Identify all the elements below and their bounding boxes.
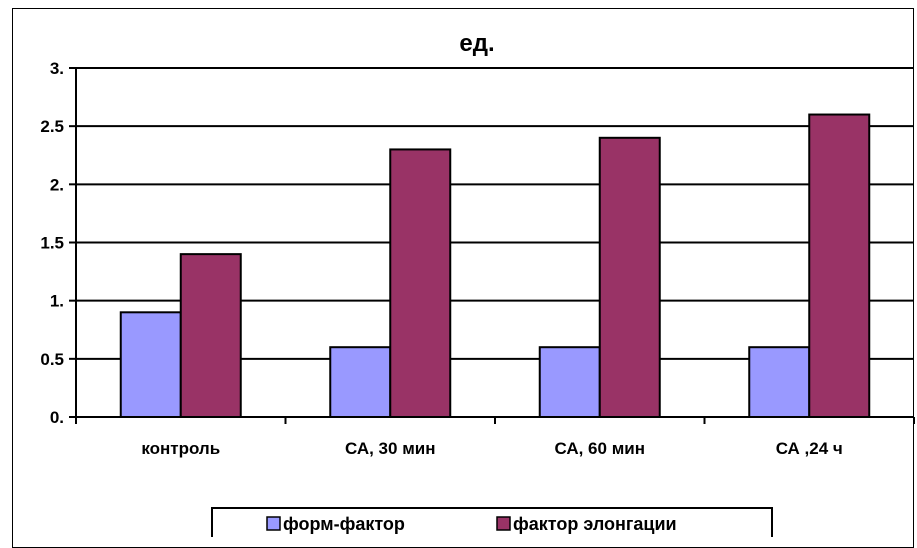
bar-form-factor (538, 346, 601, 419)
chart-frame (12, 8, 914, 548)
bar-elongation-factor (389, 148, 452, 419)
bar-form-factor (748, 346, 811, 419)
legend-swatch (266, 516, 281, 531)
bar-form-factor (119, 311, 182, 418)
axes (75, 68, 914, 418)
bar-elongation-factor (179, 253, 242, 418)
legend-label: форм-фактор (283, 514, 405, 534)
legend-box (211, 507, 773, 537)
y-tick-label: 1.5 (40, 234, 64, 253)
legend: форм-фактор фактор элонгации (211, 507, 773, 537)
y-tick-label: 2.5 (40, 117, 64, 136)
y-tick-label: 1. (50, 292, 64, 311)
y-axis-ticks: 0. 0.5 1. 1.5 2. 2.5 3. (40, 59, 76, 427)
bar-chart: ед. 0. 0.5 1. 1.5 2. 2.5 3. контроль СА, 30 мин… (40, 30, 915, 537)
y-tick-label: 3. (50, 59, 64, 78)
y-tick-label: 0. (50, 408, 64, 427)
chart-title: ед. (459, 30, 494, 57)
bars (119, 113, 871, 419)
x-category-label: СА, 30 мин (345, 439, 436, 458)
x-category-label: СА ,24 ч (776, 439, 843, 458)
legend-swatch (496, 516, 511, 531)
bar-elongation-factor (808, 113, 871, 419)
y-tick-label: 0.5 (40, 350, 64, 369)
x-category-label: СА, 60 мин (554, 439, 645, 458)
legend-label: фактор элонгации (513, 514, 677, 534)
x-category-label: контроль (141, 439, 220, 458)
bar-elongation-factor (598, 136, 661, 419)
x-axis-labels: контроль СА, 30 мин СА, 60 мин СА ,24 ч (75, 417, 915, 458)
y-tick-label: 2. (50, 175, 64, 194)
bar-form-factor (329, 346, 392, 419)
